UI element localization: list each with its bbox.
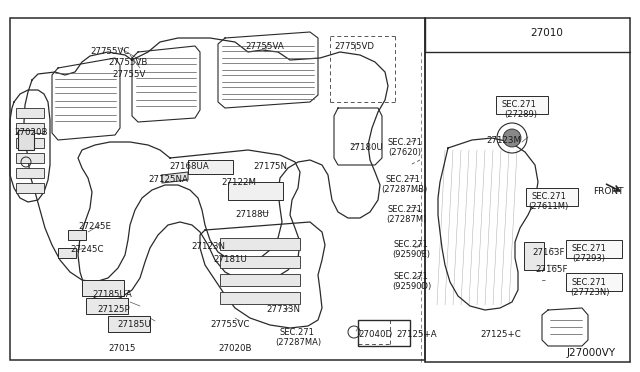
Bar	[16, 108, 44, 118]
Polygon shape	[162, 172, 188, 183]
Bar	[566, 240, 622, 258]
Bar	[526, 188, 578, 206]
Text: J27000VY: J27000VY	[567, 348, 616, 358]
Bar	[16, 123, 44, 133]
Text: 27755VC: 27755VC	[90, 47, 129, 56]
Text: SEC.271: SEC.271	[394, 240, 429, 249]
Text: 27180U: 27180U	[349, 143, 383, 152]
Bar	[16, 138, 44, 148]
Text: SEC.271: SEC.271	[280, 328, 315, 337]
Bar	[82, 280, 124, 296]
Text: SEC.271: SEC.271	[572, 244, 607, 253]
Bar	[220, 292, 300, 304]
Text: 27168UA: 27168UA	[169, 162, 209, 171]
Text: FRONT: FRONT	[593, 187, 623, 196]
Text: (27289): (27289)	[504, 110, 537, 119]
Bar	[566, 273, 622, 291]
Text: 27123M: 27123M	[486, 136, 521, 145]
Text: 27123N: 27123N	[191, 242, 225, 251]
Bar	[108, 316, 150, 332]
Bar	[358, 320, 410, 346]
Text: 27245E: 27245E	[78, 222, 111, 231]
Text: 27755V: 27755V	[112, 70, 145, 79]
Text: (92590D): (92590D)	[392, 282, 431, 291]
Text: 27755VA: 27755VA	[245, 42, 284, 51]
Text: SEC.271: SEC.271	[388, 205, 423, 214]
Text: 27165F: 27165F	[535, 265, 568, 274]
Bar	[86, 298, 128, 314]
Bar	[68, 230, 86, 240]
Text: 27125+A: 27125+A	[396, 330, 436, 339]
Bar	[16, 168, 44, 178]
Text: 27125P: 27125P	[97, 305, 130, 314]
Text: SEC.271: SEC.271	[394, 272, 429, 281]
Text: SEC.271: SEC.271	[385, 175, 420, 184]
Bar	[524, 242, 544, 270]
Bar	[58, 248, 76, 258]
Bar	[16, 153, 44, 163]
Bar	[16, 183, 44, 193]
Bar	[220, 238, 300, 250]
Text: SEC.271: SEC.271	[502, 100, 537, 109]
Text: 27755VD: 27755VD	[334, 42, 374, 51]
Text: 27020B: 27020B	[218, 344, 252, 353]
Text: 27015: 27015	[108, 344, 136, 353]
Text: 27125NA: 27125NA	[148, 175, 188, 184]
Bar	[188, 160, 233, 174]
Text: 27175N: 27175N	[253, 162, 287, 171]
Text: SEC.271: SEC.271	[388, 138, 423, 147]
Text: 27245C: 27245C	[70, 245, 104, 254]
Bar	[228, 182, 283, 200]
Bar	[10, 18, 425, 360]
Text: (27723N): (27723N)	[570, 288, 609, 297]
Text: SEC.271: SEC.271	[572, 278, 607, 287]
Text: SEC.271: SEC.271	[531, 192, 566, 201]
Text: 27181U: 27181U	[213, 255, 247, 264]
Text: 27122M: 27122M	[221, 178, 256, 187]
Bar	[220, 274, 300, 286]
Text: 27010: 27010	[530, 28, 563, 38]
Text: (27287MA): (27287MA)	[275, 338, 321, 347]
Text: 27020B: 27020B	[14, 128, 47, 137]
Bar	[220, 256, 300, 268]
Text: 27188U: 27188U	[235, 210, 269, 219]
Text: 27733N: 27733N	[266, 305, 300, 314]
Text: (27620): (27620)	[388, 148, 421, 157]
Text: (92590E): (92590E)	[392, 250, 430, 259]
Text: 27185UA: 27185UA	[92, 290, 132, 299]
Text: 27755VC: 27755VC	[210, 320, 250, 329]
Text: (27287MB): (27287MB)	[381, 185, 428, 194]
Text: 27125+C: 27125+C	[480, 330, 521, 339]
Text: (27287M): (27287M)	[386, 215, 426, 224]
Text: (27293): (27293)	[572, 254, 605, 263]
Text: 27163F: 27163F	[532, 248, 564, 257]
Text: 27040D: 27040D	[358, 330, 392, 339]
Text: 27755VB: 27755VB	[108, 58, 147, 67]
Circle shape	[503, 129, 521, 147]
Bar	[496, 96, 548, 114]
Text: (27611M): (27611M)	[528, 202, 568, 211]
Text: 27185U: 27185U	[117, 320, 151, 329]
Bar	[18, 130, 34, 150]
